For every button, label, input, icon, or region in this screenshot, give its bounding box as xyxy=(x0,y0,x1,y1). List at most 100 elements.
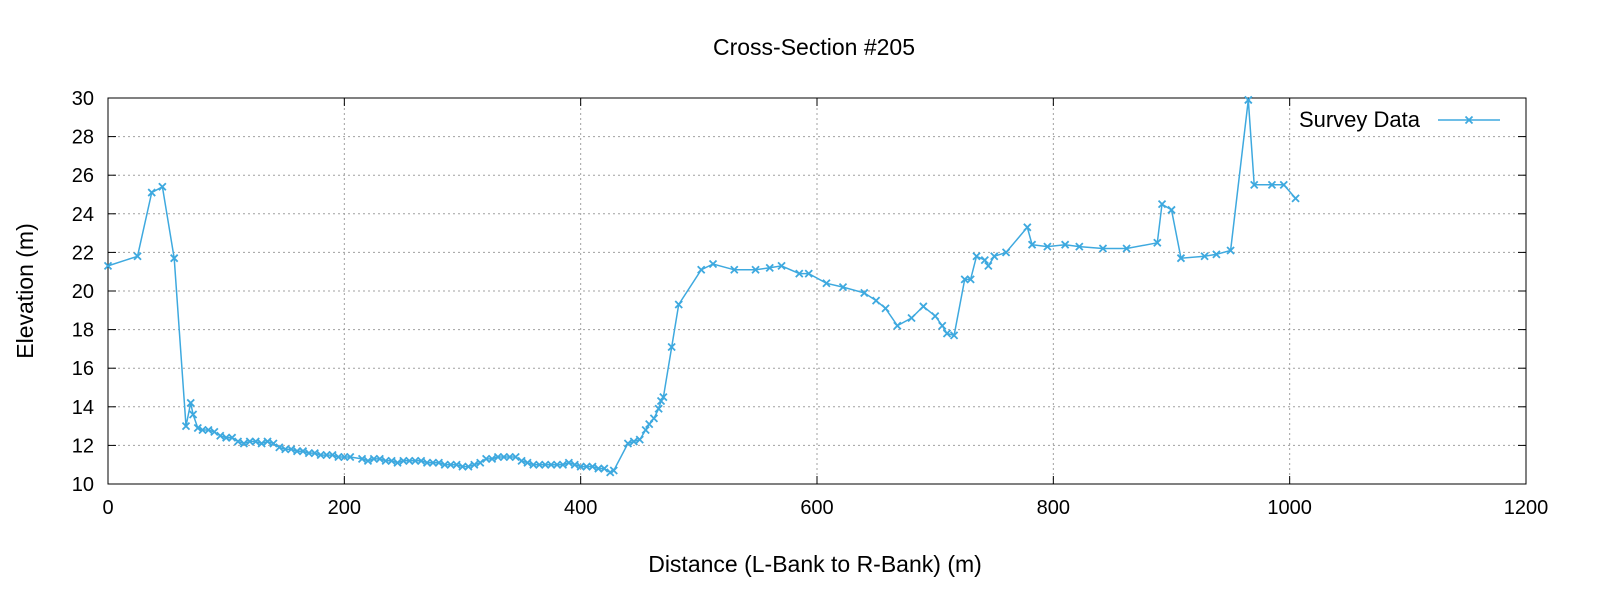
data-point xyxy=(1043,242,1052,251)
data-point xyxy=(893,321,902,330)
data-point xyxy=(1153,238,1162,247)
x-tick-label: 1200 xyxy=(1504,497,1549,519)
data-point xyxy=(1027,240,1037,249)
data-point xyxy=(609,466,618,475)
data-point xyxy=(269,439,278,448)
data-point xyxy=(1250,180,1259,189)
chart-title: Cross-Section #205 xyxy=(713,34,915,60)
data-point xyxy=(158,182,167,191)
data-point xyxy=(298,447,308,456)
data-point xyxy=(822,279,831,288)
data-point xyxy=(181,421,191,431)
data-point xyxy=(558,460,568,469)
x-tick-label: 800 xyxy=(1037,497,1070,519)
data-point xyxy=(227,433,237,442)
data-point xyxy=(1098,244,1108,253)
data-point xyxy=(949,331,959,340)
data-point xyxy=(751,265,760,274)
data-point xyxy=(708,259,718,269)
data-point xyxy=(860,288,869,298)
data-point xyxy=(393,458,402,467)
data-point xyxy=(363,456,373,465)
y-tick-label: 12 xyxy=(72,435,94,457)
y-tick-label: 24 xyxy=(72,204,94,226)
data-point xyxy=(147,188,156,197)
data-point xyxy=(186,398,195,408)
data-point xyxy=(204,425,213,435)
data-point xyxy=(328,450,337,460)
data-point xyxy=(1122,244,1131,253)
x-tick-label: 1000 xyxy=(1267,497,1312,519)
data-point xyxy=(635,435,644,444)
data-point xyxy=(697,265,706,274)
data-point xyxy=(1244,95,1253,105)
data-point xyxy=(287,445,296,454)
series-survey-data xyxy=(103,95,1300,477)
data-point xyxy=(1167,205,1176,215)
data-point xyxy=(667,342,676,352)
data-point xyxy=(357,454,367,464)
data-point xyxy=(170,254,179,263)
data-point xyxy=(881,304,890,313)
data-point xyxy=(1157,200,1167,209)
data-point xyxy=(972,252,981,261)
grid-lines xyxy=(108,98,1526,484)
data-point xyxy=(193,423,202,433)
data-point xyxy=(730,265,739,274)
data-point xyxy=(966,275,975,284)
data-point xyxy=(838,283,848,292)
data-point xyxy=(523,458,532,467)
data-point xyxy=(871,296,881,305)
data-point xyxy=(517,456,526,465)
data-point xyxy=(1226,246,1235,255)
data-point xyxy=(765,263,774,272)
data-point xyxy=(434,458,444,467)
data-point xyxy=(103,261,113,271)
data-point xyxy=(938,321,947,330)
data-point xyxy=(251,437,260,446)
data-point xyxy=(795,269,804,278)
data-point xyxy=(239,439,249,448)
data-point xyxy=(1212,250,1221,259)
x-tick-label: 0 xyxy=(102,497,113,519)
legend: Survey Data xyxy=(1299,107,1500,132)
data-point xyxy=(387,456,396,465)
x-tick-label: 200 xyxy=(328,497,361,519)
data-point xyxy=(1200,252,1209,261)
data-point xyxy=(990,252,999,261)
data-point xyxy=(623,439,633,448)
data-point xyxy=(942,329,952,338)
data-point xyxy=(919,302,928,311)
data-point xyxy=(980,255,989,265)
data-point xyxy=(1176,254,1186,263)
data-point xyxy=(674,300,683,309)
data-point xyxy=(452,460,461,469)
data-point xyxy=(629,437,638,446)
data-point xyxy=(777,261,786,271)
series-line xyxy=(107,99,1297,474)
data-point xyxy=(417,456,426,465)
data-point xyxy=(464,462,473,471)
y-tick-label: 18 xyxy=(72,320,94,342)
data-point xyxy=(804,269,813,278)
x-tick-label: 600 xyxy=(800,497,833,519)
data-point xyxy=(1267,180,1277,189)
data-point xyxy=(984,261,993,271)
data-point xyxy=(656,396,666,406)
y-tick-label: 28 xyxy=(72,127,94,149)
x-axis-label: Distance (L-Bank to R-Bank) (m) xyxy=(648,551,982,577)
y-axis: 10 12 14 16 18 20 22 24 26 28 30 xyxy=(72,88,1526,496)
data-point xyxy=(346,452,355,462)
data-point xyxy=(470,460,479,469)
data-point xyxy=(233,437,243,446)
data-point xyxy=(564,458,573,467)
data-point xyxy=(375,454,384,464)
data-point xyxy=(654,404,663,413)
data-point xyxy=(659,393,668,402)
data-point xyxy=(487,454,497,464)
data-point xyxy=(257,439,266,448)
data-point xyxy=(570,460,579,469)
data-point xyxy=(310,448,319,458)
y-tick-label: 16 xyxy=(72,358,94,380)
